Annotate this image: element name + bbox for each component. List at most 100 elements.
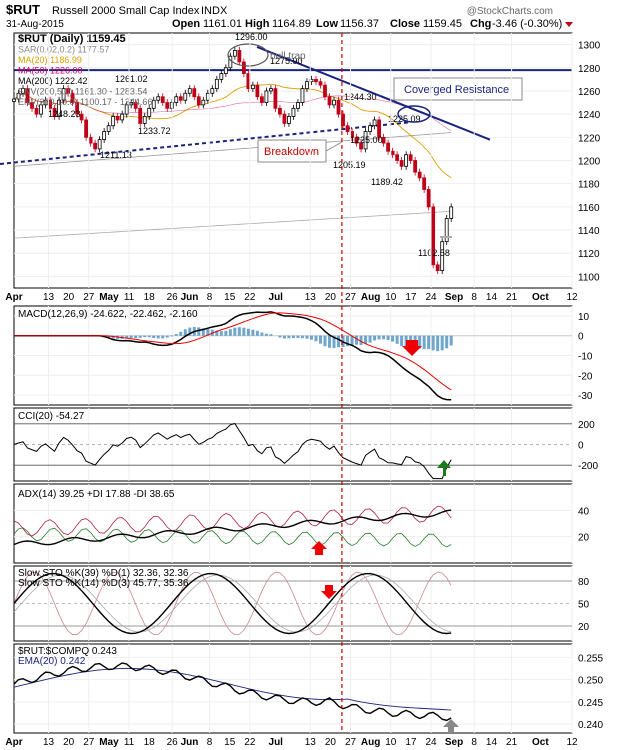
candle (282, 113, 287, 124)
candle (413, 160, 418, 173)
macd-histogram-bar (431, 335, 435, 351)
arrow-down-icon (402, 340, 422, 356)
x-tick-label: Aug (361, 737, 380, 748)
support-trend-line (0, 121, 411, 165)
macd-histogram-bar (449, 335, 453, 346)
macd-histogram-bar (395, 335, 399, 344)
candle (70, 92, 75, 103)
x-tick-label: 13 (305, 292, 317, 303)
low-value: 1156.37 (340, 18, 379, 30)
arrow-up-icon (443, 719, 459, 733)
macd-histogram-bar (377, 335, 381, 340)
macd-histogram-bar (134, 335, 138, 339)
candle (16, 92, 21, 100)
candle (75, 102, 80, 115)
x-axis-top: Apr 13 20 27 May 11 18 26 Jun 8 15 22 Jul 13 20 27 Aug 10… (5, 292, 578, 303)
x-tick-label: 12 (566, 737, 578, 748)
macd-histogram-bar (291, 335, 295, 338)
price-legend-item: MA(50) 1226.00 (18, 66, 83, 76)
x-tick-label: 26 (167, 292, 179, 303)
x-tick-label: 21 (506, 292, 518, 303)
x-tick-label: 27 (83, 737, 95, 748)
x-tick-label: Aug (361, 292, 380, 303)
low-label: Low (316, 18, 338, 30)
candle (43, 99, 48, 106)
open-value: 1161.01 (203, 18, 242, 30)
bull-trap-ellipse (227, 43, 269, 67)
cci-panel: 200 0 -200 CCI(20) -54.27 (13, 411, 598, 480)
price-label: 1102.58 (418, 248, 450, 258)
macd-histogram-bar (161, 335, 165, 339)
price-tick: 1100 (578, 272, 600, 283)
x-tick-label: 26 (167, 737, 179, 748)
candle (21, 88, 25, 94)
ratio-tick: 0.255 (578, 653, 603, 664)
macd-histogram-bar (282, 335, 286, 339)
candle (138, 107, 143, 124)
adx-line (13, 509, 452, 546)
price-legend-item: MA(200) 1222.42 (18, 76, 88, 86)
macd-histogram-bar (156, 335, 160, 339)
candle (84, 119, 89, 138)
macd-panel: 10 0 -10 -20 -30 MACD(12,26,9) -24.622, -22.4… (14, 309, 593, 402)
sto-tick: 50 (578, 600, 590, 611)
cci-tick: 0 (578, 441, 584, 452)
falling-resistance-line (256, 45, 491, 141)
ratio-tick: 0.245 (578, 698, 603, 709)
macd-histogram-bar (264, 333, 268, 336)
sto-panel: 80 50 20 Slow STO %K(39) %D(1) 32.36, 32.36… (13, 568, 590, 636)
macd-histogram-bar (373, 335, 377, 341)
price-legend-item: ENV(200,10.0) 1100.17 - 1344.66 (18, 97, 152, 107)
adx-tick: 40 (578, 506, 590, 517)
candle (129, 102, 134, 106)
candle (381, 136, 386, 144)
macd-histogram-bar (418, 335, 422, 349)
price-legend-item: ENV(200,5.0) 1161.30 - 1283.54 (18, 87, 147, 97)
sto-tick: 80 (578, 577, 590, 588)
price-label: 1275.90 (270, 56, 303, 66)
macd-histogram-bar (314, 335, 318, 342)
watermark: @StockCharts.com (467, 6, 553, 17)
candle (232, 49, 237, 57)
candle (444, 218, 449, 243)
macd-histogram-bar (197, 327, 201, 336)
candle (305, 81, 309, 90)
candle (422, 177, 427, 190)
price-legend-item: MA(20) 1186.99 (18, 55, 82, 65)
open-label: Open (172, 18, 200, 30)
macd-histogram-bar (228, 329, 232, 336)
ma50-line (13, 93, 452, 132)
macd-histogram-bar (237, 327, 241, 336)
macd-histogram-bar (422, 335, 426, 350)
sto39-line (13, 572, 452, 635)
macd-histogram-bar (368, 335, 372, 343)
price-tick: 1220 (578, 133, 601, 144)
candle (142, 116, 147, 124)
candle (219, 73, 224, 80)
x-tick-label: Sep (445, 292, 463, 303)
macd-histogram-bar (206, 328, 210, 336)
macd-histogram-bar (242, 327, 246, 336)
candle (327, 96, 332, 106)
macd-legend: MACD(12,26,9) -24.622, -22.462, -2.160 (18, 309, 198, 320)
x-tick-label: 27 (345, 292, 357, 303)
envelope-lower (13, 210, 452, 239)
x-tick-label: 17 (405, 737, 417, 748)
macd-histogram-bar (400, 335, 404, 347)
chg-value: -3.46 (-0.30%) (492, 18, 562, 30)
panel-frame-ratio (13, 643, 573, 734)
x-tick-label: 20 (325, 292, 337, 303)
macd-histogram-bar (323, 335, 327, 347)
adx-tick: 20 (578, 533, 590, 544)
converged-label: Coverged Resistance (404, 84, 509, 96)
macd-histogram-bar (287, 335, 291, 339)
candle (408, 154, 413, 161)
candle (165, 102, 170, 109)
macd-histogram-bar (147, 335, 151, 338)
x-tick-label: Oct (532, 292, 549, 303)
breakdown-label: Breakdown (264, 146, 319, 158)
candle (296, 102, 300, 109)
macd-histogram-bar (255, 330, 259, 336)
candle (178, 96, 183, 101)
candle (377, 119, 381, 138)
